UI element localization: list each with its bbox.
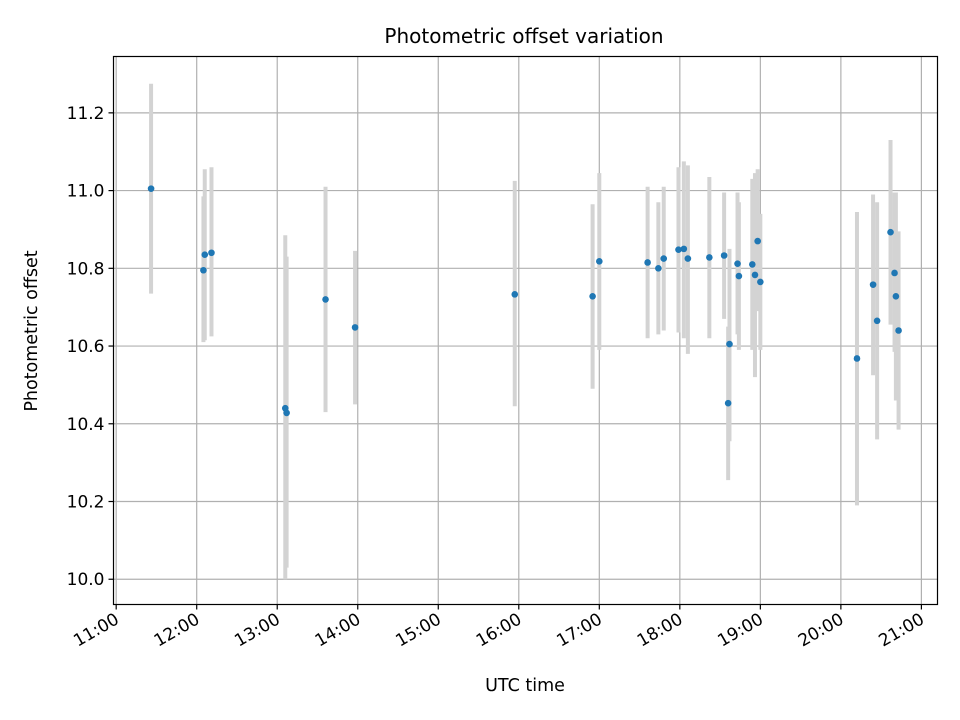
data-point xyxy=(208,249,215,257)
y-tick-label: 10.8 xyxy=(67,259,105,279)
data-points xyxy=(147,185,902,417)
y-tick-label: 11.0 xyxy=(67,182,105,202)
x-tick-label: 16:00 xyxy=(473,610,525,652)
data-point xyxy=(853,355,861,362)
data-point xyxy=(147,185,155,192)
data-point xyxy=(735,272,743,280)
data-point xyxy=(200,266,207,274)
x-tick-label: 14:00 xyxy=(312,610,364,652)
data-point xyxy=(751,271,759,279)
x-axis: 11:00 12:00 13:00 14:00 15:00 16:00 17:00 18:00… xyxy=(70,604,928,652)
y-tick-label: 10.4 xyxy=(67,415,105,435)
data-point xyxy=(201,251,209,259)
data-point xyxy=(720,252,728,259)
data-point xyxy=(873,317,881,325)
chart-title: Photometric offset variation xyxy=(384,24,663,48)
data-point xyxy=(596,258,603,265)
data-point xyxy=(891,269,898,277)
data-point xyxy=(511,291,519,298)
x-tick-label: 12:00 xyxy=(151,610,203,652)
data-point xyxy=(757,278,764,286)
x-axis-title: UTC time xyxy=(485,676,565,696)
data-point xyxy=(726,340,733,348)
data-point xyxy=(734,260,741,267)
data-point xyxy=(895,327,902,334)
x-tick-label: 19:00 xyxy=(714,610,766,652)
y-tick-label: 11.2 xyxy=(67,104,105,124)
y-tick-label: 10.0 xyxy=(67,570,105,590)
x-tick-label: 17:00 xyxy=(553,610,605,652)
data-point xyxy=(655,265,662,272)
data-point xyxy=(749,261,756,268)
x-tick-label: 18:00 xyxy=(634,610,686,652)
x-tick-label: 15:00 xyxy=(392,610,444,652)
data-point xyxy=(887,228,894,236)
data-point xyxy=(351,324,359,331)
error-bars xyxy=(149,83,901,580)
data-point xyxy=(754,237,761,245)
x-tick-label: 21:00 xyxy=(875,610,927,652)
data-point xyxy=(589,292,596,300)
x-tick-label: 13:00 xyxy=(231,610,283,652)
grid xyxy=(113,56,938,605)
data-point xyxy=(283,409,290,417)
data-point xyxy=(675,246,682,253)
data-point xyxy=(322,296,329,303)
data-point xyxy=(660,255,668,262)
data-point xyxy=(680,245,688,253)
y-tick-label: 10.6 xyxy=(67,337,105,357)
data-point xyxy=(724,399,732,407)
data-point xyxy=(684,255,692,262)
data-point xyxy=(869,281,877,288)
plot-frame xyxy=(112,55,939,606)
data-point xyxy=(706,254,713,261)
x-tick-label: 20:00 xyxy=(795,610,847,652)
data-point xyxy=(892,292,900,300)
y-axis: 10.0 10.2 10.4 10.6 10.8 11.0 11.2 xyxy=(67,104,114,590)
y-axis-title: Photometric offset xyxy=(22,250,42,411)
x-tick-label: 11:00 xyxy=(70,610,122,652)
data-point xyxy=(644,259,651,266)
y-tick-label: 10.2 xyxy=(67,493,105,513)
